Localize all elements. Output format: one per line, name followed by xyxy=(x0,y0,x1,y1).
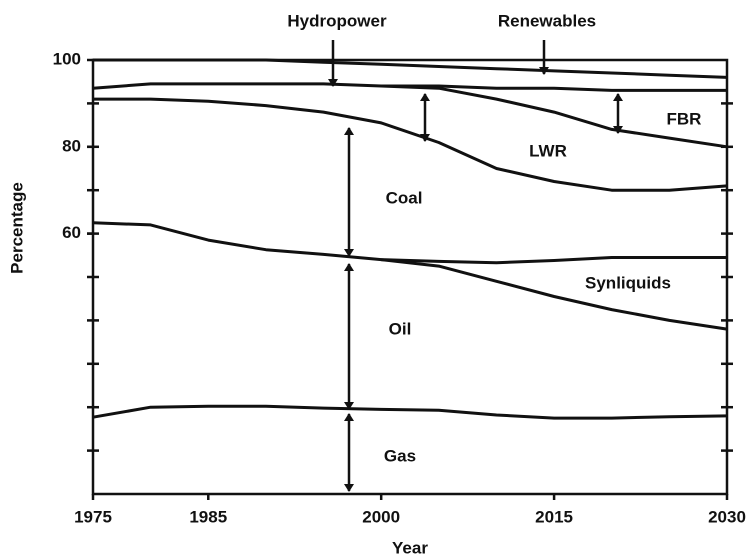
annotation: Synliquids xyxy=(585,273,671,292)
line xyxy=(92,221,727,265)
arrows xyxy=(328,40,623,492)
line xyxy=(381,84,728,149)
x-tick-label: 2000 xyxy=(362,507,400,526)
annotation: Renewables xyxy=(498,11,596,30)
y-tick-label: 60 xyxy=(62,223,81,242)
x-tick-label: 2030 xyxy=(708,507,746,526)
x-axis-label: Year xyxy=(392,538,428,557)
x-tick-label: 1975 xyxy=(74,507,112,526)
x-tick-label: 2015 xyxy=(535,507,573,526)
annotation: Gas xyxy=(384,446,416,465)
annotation: Oil xyxy=(389,319,412,338)
annotation: FBR xyxy=(667,109,702,128)
annotation: Hydropower xyxy=(287,11,387,30)
y-axis-label: Percentage xyxy=(7,182,26,274)
x-tick-label: 1985 xyxy=(189,507,227,526)
annotation: Coal xyxy=(386,188,423,207)
line xyxy=(93,58,728,79)
y-tick-label: 100 xyxy=(53,49,81,68)
annotation: LWR xyxy=(529,141,567,160)
line xyxy=(381,258,728,331)
y-tick-label: 80 xyxy=(62,136,81,155)
line xyxy=(93,97,728,192)
line xyxy=(92,404,728,420)
